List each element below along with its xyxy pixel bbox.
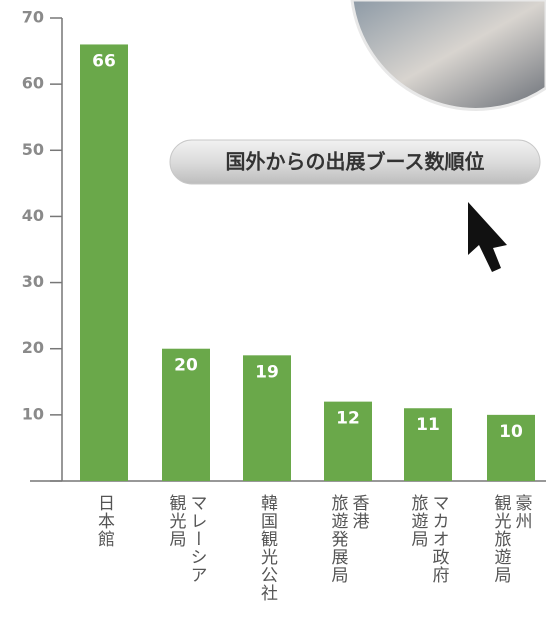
x-tick-label: 豪州 [512, 493, 533, 530]
chart: 国外からの出展ブース数順位 10 20 30 40 50 60 70 66 日本館 20 マレーシア… [0, 0, 546, 617]
photo [352, 0, 546, 109]
y-tick-label: 10 [22, 404, 44, 423]
x-tick-label: 日本館 [94, 494, 115, 548]
x-tick-label: 旅遊発展局 [328, 494, 349, 584]
y-tick-label: 60 [22, 74, 44, 93]
bar [80, 44, 128, 481]
x-tick-label: 旅遊局 [408, 494, 429, 548]
x-tick-label: 香港 [349, 494, 370, 530]
x-tick-label: 韓国観光公社 [257, 494, 278, 602]
value-label: 19 [255, 362, 279, 382]
y-tick-label: 30 [22, 272, 44, 291]
y-tick-label: 70 [22, 8, 44, 27]
y-tick-label: 40 [22, 206, 44, 225]
cursor-icon [468, 202, 507, 272]
chart-title: 国外からの出展ブース数順位 [226, 150, 485, 174]
x-tick-label: 観光局 [166, 494, 187, 548]
value-label: 20 [174, 356, 198, 376]
value-label: 10 [499, 422, 523, 442]
y-tick-label: 50 [22, 140, 44, 159]
value-label: 11 [416, 415, 440, 435]
value-label: 12 [336, 409, 360, 429]
y-tick-label: 20 [22, 338, 44, 357]
x-tick-label: 観光旅遊局 [491, 494, 512, 584]
value-label: 66 [92, 51, 116, 71]
x-tick-label: マレーシア [187, 494, 207, 584]
x-tick-label: マカオ政府 [429, 494, 450, 584]
